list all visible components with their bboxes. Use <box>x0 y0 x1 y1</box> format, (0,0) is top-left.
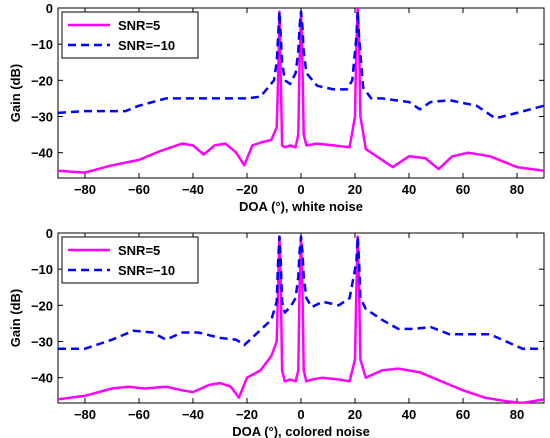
x-tick-label: 80 <box>510 407 524 422</box>
x-tick-label: 80 <box>510 182 524 197</box>
x-tick-label: 0 <box>297 182 304 197</box>
x-tick-label: −40 <box>182 182 204 197</box>
y-tick-label: −30 <box>31 110 53 125</box>
x-tick-label: −80 <box>74 407 96 422</box>
y-axis-label: Gain (dB) <box>8 64 23 123</box>
series-line-1 <box>58 235 544 403</box>
y-tick-label: −10 <box>31 37 53 52</box>
x-tick-label: 0 <box>297 407 304 422</box>
x-axis-label: DOA (°), white noise <box>239 199 363 214</box>
y-tick-label: −20 <box>31 73 53 88</box>
legend-label: SNR=5 <box>118 243 160 258</box>
legend: SNR=5 SNR=−10 <box>61 236 199 284</box>
y-axis-label: Gain (dB) <box>8 289 23 348</box>
legend-box <box>61 236 199 284</box>
legend-box <box>61 11 199 59</box>
legend: SNR=5 SNR=−10 <box>61 11 199 59</box>
legend-label: SNR=−10 <box>118 263 175 278</box>
y-tick-label: 0 <box>46 1 53 16</box>
series-line-2 <box>58 235 544 350</box>
x-tick-label: 40 <box>402 407 416 422</box>
x-tick-label: 60 <box>456 182 470 197</box>
y-tick-label: −40 <box>31 371 53 386</box>
x-tick-label: −60 <box>128 182 150 197</box>
x-tick-label: 40 <box>402 182 416 197</box>
chart-panel-2: −80 −60 −40 −20 0 20 40 60 80 0 −10 −20 −30 −40 DOA (°… <box>8 226 545 438</box>
x-axis-label: DOA (°), colored noise <box>232 424 370 438</box>
legend-label: SNR=5 <box>118 18 160 33</box>
x-tick-label: 20 <box>348 407 362 422</box>
x-tick-label: −20 <box>236 182 258 197</box>
y-tick-label: −10 <box>31 262 53 277</box>
x-tick-label: −60 <box>128 407 150 422</box>
x-tick-label: −20 <box>236 407 258 422</box>
y-tick-label: −30 <box>31 335 53 350</box>
series-line-2 <box>58 10 544 120</box>
y-tick-label: −40 <box>31 146 53 161</box>
x-tick-label: −40 <box>182 407 204 422</box>
series-line-1 <box>58 8 544 174</box>
y-tick-label: 0 <box>46 226 53 241</box>
x-tick-label: 60 <box>456 407 470 422</box>
legend-label: SNR=−10 <box>118 38 175 53</box>
chart-panel-1: −80 −60 −40 −20 0 20 40 60 80 0 −10 −20 −30 −40 DOA (°… <box>8 1 545 214</box>
x-tick-label: 20 <box>348 182 362 197</box>
x-tick-label: −80 <box>74 182 96 197</box>
series-group <box>58 235 544 403</box>
y-tick-label: −20 <box>31 298 53 313</box>
series-group <box>58 8 544 174</box>
